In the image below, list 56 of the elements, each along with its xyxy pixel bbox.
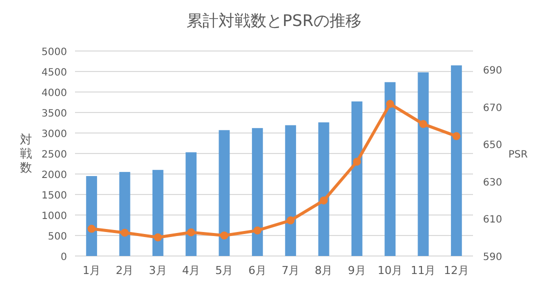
bar	[384, 82, 396, 256]
y-tick-label: 1500	[42, 190, 67, 202]
x-tick-label: 4月	[182, 264, 200, 277]
y2-tick-label: 670	[483, 102, 502, 114]
point	[286, 216, 295, 224]
chart-title: 累計対戦数とPSRの推移	[186, 11, 362, 30]
x-tick-label: 12月	[444, 264, 469, 277]
point	[187, 228, 196, 236]
y-tick-label: 500	[48, 232, 67, 242]
x-tick-label: 3月	[148, 264, 167, 277]
bar	[152, 170, 164, 256]
y2-tick-label: 650	[483, 140, 502, 152]
bar	[218, 130, 230, 256]
x-tick-label: 8月	[314, 264, 333, 277]
point	[154, 233, 162, 242]
y2-tick-label: 590	[483, 252, 502, 263]
y-tick-label: 0	[60, 252, 67, 263]
bar	[186, 152, 197, 256]
point	[419, 120, 428, 128]
bar	[119, 172, 130, 256]
y-tick-label: 4500	[42, 68, 67, 78]
point	[88, 224, 96, 233]
bar	[285, 125, 296, 256]
x-tick-label: 11月	[410, 264, 436, 277]
bar	[86, 176, 98, 256]
y2-axis-title: PSR	[508, 150, 528, 160]
bar	[318, 122, 330, 256]
point	[253, 226, 262, 234]
bar	[418, 72, 429, 256]
x-tick-label: 5月	[215, 264, 234, 277]
y-tick-label: 5000	[42, 47, 67, 58]
x-tick-label: 6月	[248, 264, 266, 277]
point	[220, 232, 228, 240]
y-tick-label: 1000	[42, 211, 67, 222]
y2-tick-label: 630	[483, 177, 502, 188]
y-tick-label: 2500	[42, 150, 67, 160]
point	[352, 158, 361, 166]
point	[120, 228, 129, 237]
x-tick-label: 7月	[282, 264, 300, 277]
y-tick-label: 2000	[42, 170, 67, 181]
x-tick-label: 2月	[116, 264, 134, 277]
x-tick-label: 9月	[348, 264, 366, 277]
bar	[351, 101, 362, 256]
y-tick-label: 4000	[42, 88, 67, 99]
y2-tick-label: 610	[483, 214, 502, 226]
y-tick-label: 3000	[42, 129, 67, 140]
point	[386, 100, 394, 108]
y-axis-title: 対戦数	[20, 132, 32, 174]
bar	[252, 128, 263, 256]
point	[320, 196, 328, 204]
point	[452, 132, 460, 140]
x-tick-label: 1月	[82, 264, 101, 277]
bar	[450, 65, 462, 256]
y2-tick-label: 690	[483, 66, 502, 77]
y-tick-label: 3500	[42, 108, 67, 120]
x-tick-label: 10月	[378, 264, 403, 277]
